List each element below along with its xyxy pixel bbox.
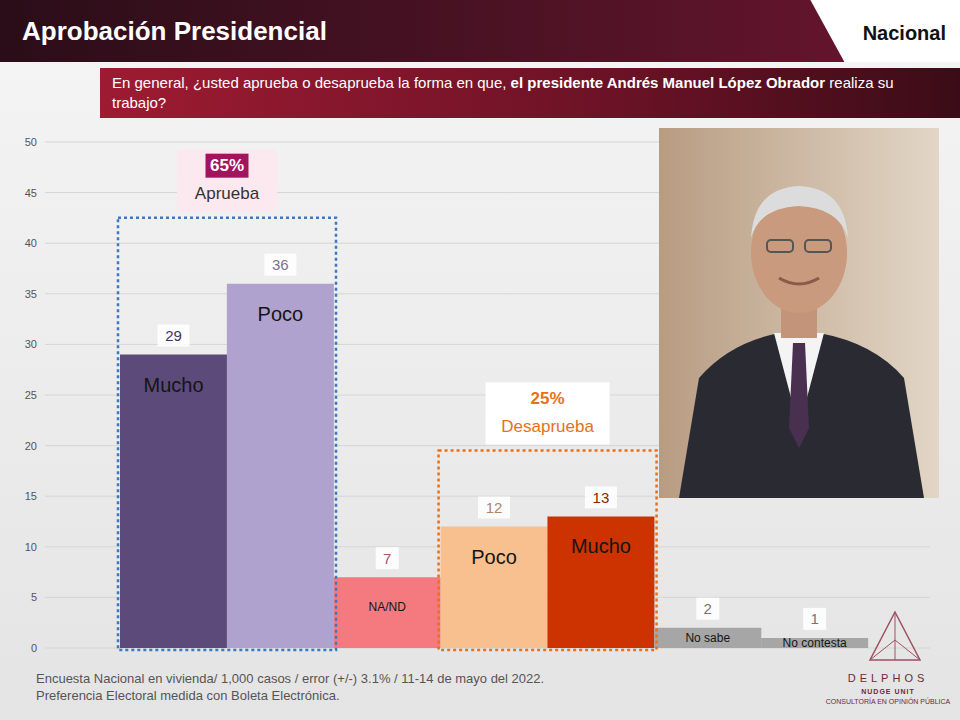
html-text:Aprobación Presidencial: Aprobación Presidencial bbox=[22, 16, 327, 46]
svg-text:65%: 65% bbox=[210, 156, 244, 175]
svg-text:Poco: Poco bbox=[471, 546, 517, 568]
svg-text:Mucho: Mucho bbox=[571, 535, 631, 557]
svg-text:NA/ND: NA/ND bbox=[369, 600, 407, 614]
html-text:Nacional: Nacional bbox=[862, 22, 946, 44]
svg-text:CONSULTORÍA EN OPINIÓN PÚBLICA: CONSULTORÍA EN OPINIÓN PÚBLICA bbox=[826, 697, 951, 705]
svg-text:30: 30 bbox=[25, 338, 37, 350]
html-text:En general, ¿usted aprueba o d: En general, ¿usted aprueba o desaprueba … bbox=[112, 74, 894, 111]
svg-text:Aprueba: Aprueba bbox=[195, 184, 260, 203]
svg-text:36: 36 bbox=[272, 256, 289, 273]
svg-text:DELPHOS: DELPHOS bbox=[848, 672, 929, 684]
svg-text:2: 2 bbox=[704, 600, 712, 617]
svg-text:1: 1 bbox=[810, 610, 818, 627]
svg-text:25%: 25% bbox=[531, 389, 565, 408]
svg-text:12: 12 bbox=[486, 499, 503, 516]
svg-text:Mucho: Mucho bbox=[143, 374, 203, 396]
svg-text:Poco: Poco bbox=[258, 303, 304, 325]
svg-text:50: 50 bbox=[25, 136, 37, 148]
svg-text:40: 40 bbox=[25, 237, 37, 249]
svg-text:No sabe: No sabe bbox=[685, 631, 730, 645]
svg-text:0: 0 bbox=[31, 642, 37, 654]
svg-text:13: 13 bbox=[593, 489, 610, 506]
svg-text:NUDGE UNIT: NUDGE UNIT bbox=[861, 688, 915, 695]
svg-text:10: 10 bbox=[25, 541, 37, 553]
svg-text:No contesta: No contesta bbox=[783, 636, 847, 650]
svg-text:45: 45 bbox=[25, 187, 37, 199]
html-text:Preferencia Electoral medida c: Preferencia Electoral medida con Boleta … bbox=[36, 688, 340, 703]
svg-text:5: 5 bbox=[31, 591, 37, 603]
svg-text:29: 29 bbox=[165, 327, 182, 344]
svg-text:Desaprueba: Desaprueba bbox=[501, 417, 594, 436]
svg-text:20: 20 bbox=[25, 440, 37, 452]
svg-text:25: 25 bbox=[25, 389, 37, 401]
html-text:Encuesta Nacional en vivienda/: Encuesta Nacional en vivienda/ 1,000 cas… bbox=[36, 671, 545, 686]
svg-text:35: 35 bbox=[25, 288, 37, 300]
svg-text:15: 15 bbox=[25, 490, 37, 502]
svg-text:7: 7 bbox=[383, 550, 391, 567]
